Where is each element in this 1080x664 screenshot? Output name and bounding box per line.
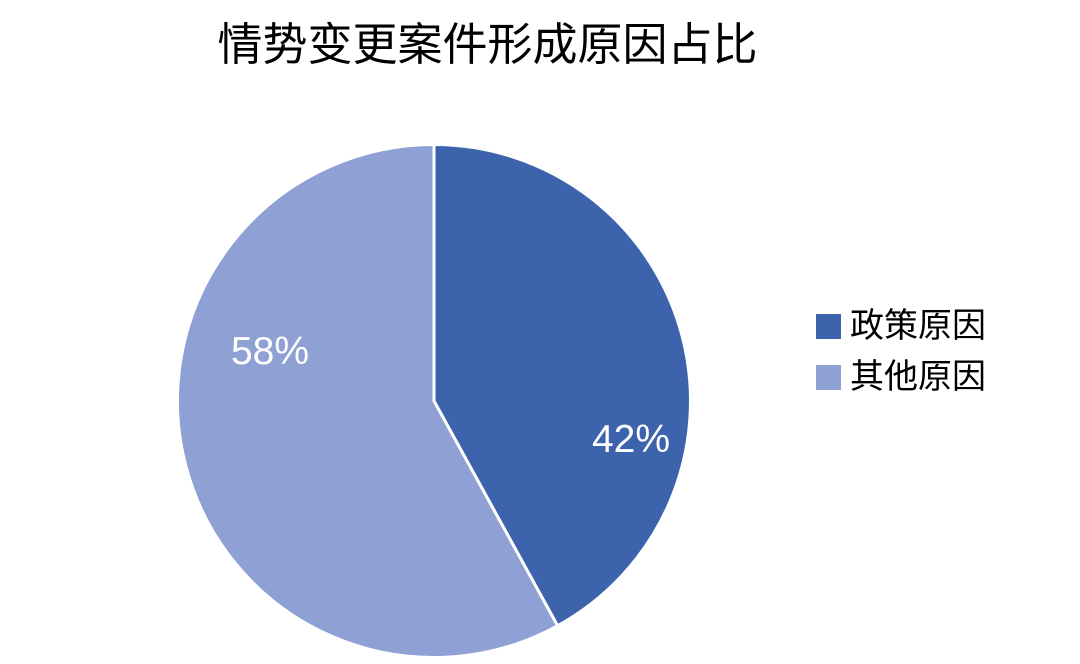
legend-swatch-other-icon — [816, 365, 841, 390]
legend-label-other: 其他原因 — [850, 358, 986, 396]
legend: 政策原因 其他原因 — [816, 308, 986, 396]
pie-slice-policy — [432, 143, 692, 628]
legend-item-other: 其他原因 — [816, 359, 986, 396]
data-label-other-percent: 58% — [230, 330, 310, 373]
legend-item-policy: 政策原因 — [816, 308, 986, 345]
data-label-policy-percent: 42% — [591, 418, 671, 461]
legend-swatch-policy-icon — [816, 314, 841, 339]
pie-chart — [176, 143, 692, 659]
pie-slice-other — [176, 143, 560, 659]
chart-title: 情势变更案件形成原因占比 — [217, 19, 758, 70]
legend-label-policy: 政策原因 — [850, 307, 986, 345]
